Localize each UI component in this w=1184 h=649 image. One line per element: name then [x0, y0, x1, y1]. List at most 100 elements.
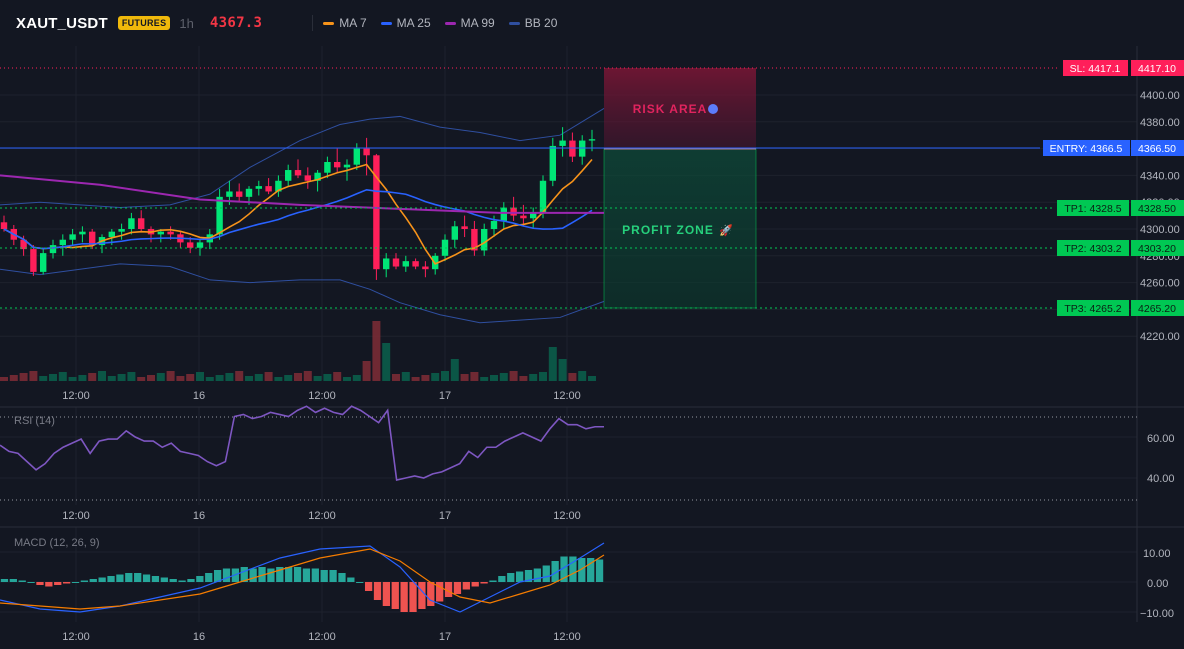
macd-time-axis-label: 12:00: [553, 631, 581, 643]
volume-bar: [58, 372, 67, 381]
volume-bar: [529, 374, 538, 381]
risk-area-text: RISK AREA: [633, 102, 708, 116]
bb20-label: BB 20: [524, 16, 558, 30]
price-time-axis-label: 12:00: [308, 390, 336, 402]
bb20-swatch: [508, 21, 520, 25]
volume-bar: [568, 373, 577, 381]
macd-hist-neg: [373, 582, 382, 600]
macd-hist-pos: [276, 567, 284, 582]
rsi-time-axis-label: 17: [439, 510, 451, 522]
tp3-tag: [1057, 300, 1129, 316]
chart-header: XAUT_USDT FUTURES 1h 4367.3 MA 7 MA 25 M…: [0, 0, 1184, 46]
timeframe-label[interactable]: 1h: [179, 15, 194, 31]
profit-zone[interactable]: [603, 148, 757, 309]
macd-time-axis-label: 16: [193, 631, 205, 643]
macd-tick-0: 0.00: [1147, 578, 1168, 590]
macd-hist-pos: [533, 568, 542, 582]
macd-hist-pos: [542, 565, 550, 582]
candle-bearish: [461, 226, 468, 229]
rsi-pane-label[interactable]: RSI (14): [14, 415, 55, 427]
price-tick: 4220.00: [1140, 331, 1180, 343]
macd-hist-neg: [471, 582, 479, 587]
macd-hist-pos: [213, 570, 222, 582]
macd-hist-pos: [507, 573, 515, 582]
macd-histogram: [0, 556, 604, 612]
candle-bearish: [412, 261, 419, 267]
volume-bar: [264, 372, 273, 381]
volume-bar: [284, 375, 293, 381]
candle-bullish: [108, 231, 115, 238]
volume-bar: [186, 374, 195, 381]
volume-bar: [196, 372, 204, 381]
risk-area-zone[interactable]: [604, 68, 756, 149]
candle-bullish: [500, 207, 507, 221]
candle-bullish: [324, 162, 331, 173]
entry-tag: [1043, 140, 1130, 156]
macd-pane-label[interactable]: MACD (12, 26, 9): [14, 537, 100, 549]
volume-bar: [333, 372, 342, 381]
price-tick: 4400.00: [1140, 90, 1180, 102]
volume-bar: [499, 373, 508, 381]
macd-hist-pos: [80, 580, 89, 582]
bb-lower: [0, 263, 605, 324]
legend-ma99[interactable]: MA 99: [444, 16, 495, 30]
symbol-name[interactable]: XAUT_USDT: [16, 14, 108, 32]
tp1-price-tag: [1131, 200, 1184, 216]
ma99-swatch: [444, 21, 456, 25]
candle-bullish: [118, 229, 125, 232]
macd-hist-pos: [98, 577, 106, 582]
shield-icon: [708, 104, 718, 114]
ma7-swatch: [323, 21, 335, 25]
candle-bullish: [402, 261, 409, 267]
tp2-price-tag: [1131, 240, 1184, 256]
volume-bar: [9, 375, 18, 381]
candle-bullish: [490, 220, 498, 229]
candle-bearish: [392, 258, 400, 267]
candle-bullish: [579, 140, 586, 157]
candle-bullish: [196, 242, 204, 248]
volume-bar: [352, 375, 361, 381]
macd-hist-pos: [196, 576, 204, 582]
ma25-label: MA 25: [396, 16, 431, 30]
tp1-tag-text: TP1: 4328.5: [1064, 203, 1121, 215]
price-tick: 4380.00: [1140, 117, 1180, 129]
candle-bullish: [314, 172, 321, 181]
candle-bearish: [363, 148, 370, 156]
macd-hist-pos: [205, 573, 213, 582]
legend-ma7[interactable]: MA 7: [323, 16, 367, 30]
macd-time-axis-label: 12:00: [308, 631, 336, 643]
macd-hist-pos: [311, 568, 319, 582]
macd-hist-pos: [187, 579, 195, 582]
candle-bullish: [530, 212, 537, 219]
bollinger-bands: [0, 107, 605, 324]
tp1-labels: TP1: 4328.5 4328.50: [1057, 200, 1184, 216]
volume-bar: [441, 371, 449, 381]
volume-bar: [431, 373, 440, 381]
time-axes[interactable]: 12:00 16 12:00 17 12:00 12:00 16 12:00 17 12:00 12…: [62, 390, 581, 643]
candle-bearish: [265, 186, 272, 192]
signal-line: [0, 548, 605, 610]
legend-bb20[interactable]: BB 20: [508, 16, 558, 30]
macd-hist-neg: [62, 582, 71, 584]
volume-bar: [117, 374, 126, 381]
volume-bar: [578, 371, 587, 381]
tp1-price-text: 4328.50: [1138, 203, 1176, 215]
candle-bullish: [157, 231, 164, 235]
volume-bar: [98, 371, 106, 381]
candle-bullish: [226, 191, 233, 197]
macd-hist-pos: [125, 573, 133, 582]
candle-bearish: [0, 222, 8, 229]
moving-averages: [0, 158, 604, 265]
rsi-time-axis-label: 12:00: [308, 510, 336, 522]
macd-hist-pos: [258, 567, 266, 582]
last-price: 4367.3: [209, 15, 263, 31]
ma25-swatch: [380, 21, 392, 25]
candle-bearish: [569, 140, 576, 157]
chart-grid: [0, 46, 1137, 622]
macd-hist-pos: [551, 561, 559, 582]
macd-hist-pos: [0, 579, 9, 582]
legend-ma25[interactable]: MA 25: [380, 16, 431, 30]
macd-hist-pos: [71, 582, 80, 583]
macd-hist-neg: [382, 582, 391, 606]
